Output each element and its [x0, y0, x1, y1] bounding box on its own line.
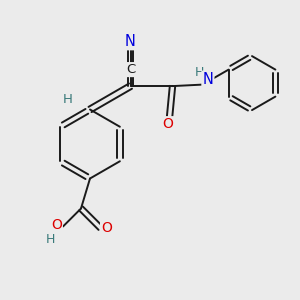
- Text: C: C: [126, 63, 135, 76]
- Text: H: H: [195, 66, 204, 79]
- Text: N: N: [202, 72, 213, 87]
- Text: O: O: [51, 218, 62, 232]
- Text: N: N: [125, 34, 136, 49]
- Text: H: H: [46, 232, 55, 246]
- Text: H: H: [63, 92, 72, 106]
- Text: O: O: [163, 117, 173, 131]
- Text: O: O: [101, 221, 112, 235]
